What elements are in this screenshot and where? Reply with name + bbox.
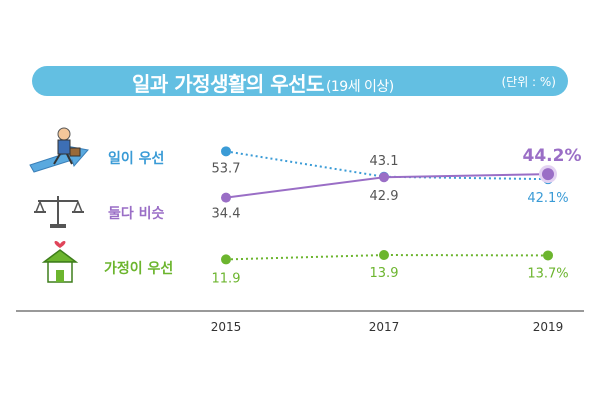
data-point-family-2019 xyxy=(543,250,553,261)
value-label-both-2019: 44.2% xyxy=(523,146,582,166)
value-label-family-2015: 11.9 xyxy=(212,271,241,286)
chart-title: 일과 가정생활의 우선도 (19세 이상) xyxy=(132,68,394,97)
x-tick-label-2015: 2015 xyxy=(211,320,242,334)
data-point-family-2017 xyxy=(379,250,389,261)
x-tick-label-2019: 2019 xyxy=(533,320,564,334)
value-label-work-2015: 53.7 xyxy=(212,161,241,176)
chart-title-sub: (19세 이상) xyxy=(325,79,394,95)
unit-label: (단위 : %) xyxy=(501,75,556,89)
data-point-family-2015 xyxy=(221,254,231,265)
title-band xyxy=(32,66,568,96)
series-layer xyxy=(221,146,557,265)
data-point-both-2019 xyxy=(542,168,554,181)
value-label-layer: 53.7 43.1 42.1% 34.4 42.9 44.2% 11.9 13.9 13.7% xyxy=(212,146,582,286)
value-label-family-2017: 13.9 xyxy=(370,266,399,281)
value-label-work-2019: 42.1% xyxy=(527,191,568,206)
worker-running-icon xyxy=(29,127,89,173)
data-point-both-2015 xyxy=(221,192,231,203)
legend-label-family: 가정이 우선 xyxy=(104,260,173,277)
legend-label-work: 일이 우선 xyxy=(108,150,164,167)
legend-label-both: 둘다 비슷 xyxy=(108,206,165,222)
value-label-both-2017: 42.9 xyxy=(370,189,399,204)
data-point-work-2015 xyxy=(221,146,231,157)
value-label-family-2019: 13.7% xyxy=(527,266,568,281)
x-tick-label-2017: 2017 xyxy=(369,320,400,334)
x-axis-tick-labels: 2015 2017 2019 xyxy=(211,320,564,334)
chart-title-main: 일과 가정생활의 우선도 xyxy=(132,72,324,96)
value-label-both-2015: 34.4 xyxy=(212,207,241,222)
house-heart-icon xyxy=(41,241,79,283)
data-point-both-2017 xyxy=(379,172,389,183)
value-label-work-2017: 43.1 xyxy=(370,154,399,169)
balance-scale-icon xyxy=(34,196,84,228)
